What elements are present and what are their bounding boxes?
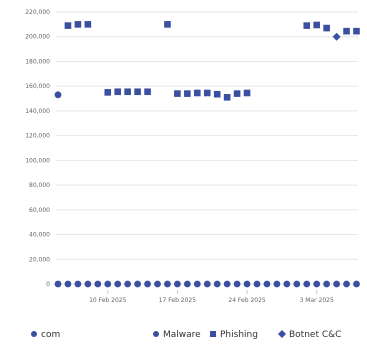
point-malware	[193, 280, 201, 288]
point-phishing	[343, 27, 350, 35]
point-phishing	[223, 94, 231, 101]
point-phishing	[84, 21, 92, 28]
point-malware	[313, 280, 321, 288]
point-malware	[203, 280, 211, 288]
point-malware	[243, 280, 251, 288]
legend-item-phishing[interactable]: Phishing	[210, 330, 258, 340]
y-tick-label: 220,000	[25, 9, 50, 16]
point-phishing	[323, 24, 330, 32]
legend-label-malware: Malware	[163, 330, 201, 340]
point-phishing	[213, 90, 221, 98]
point-phishing	[174, 90, 181, 97]
point-phishing	[114, 88, 121, 96]
y-tick-label: 40,000	[29, 232, 50, 239]
y-tick-label: 160,000	[25, 83, 50, 90]
point-malware	[94, 280, 102, 288]
point-phishing	[64, 22, 72, 29]
point-phishing	[104, 89, 112, 96]
point-malware	[333, 280, 340, 288]
point-malware	[273, 280, 281, 288]
data-marks	[54, 21, 360, 288]
point-malware	[233, 280, 241, 288]
y-tick-label: 140,000	[25, 108, 50, 115]
point-phishing	[203, 89, 211, 97]
legend-marker-malware	[153, 331, 159, 337]
x-tick-label: 24 Feb 2025	[228, 297, 266, 304]
point-phishing	[144, 88, 151, 96]
y-tick-label: 60,000	[29, 207, 50, 214]
point-malware	[124, 280, 132, 288]
legend-marker-com	[31, 331, 37, 337]
point-malware	[154, 280, 161, 288]
point-phishing	[124, 88, 131, 96]
point-malware	[164, 280, 171, 288]
point-malware	[213, 280, 221, 288]
point-malware	[183, 280, 191, 288]
x-tick-label: 10 Feb 2025	[89, 297, 127, 304]
y-axis-ticks: 220,000 200,000 180,000 160,000 140,000 120,0…	[25, 9, 50, 288]
point-phishing	[134, 88, 141, 96]
point-com	[54, 91, 62, 99]
legend-item-com[interactable]: com	[31, 330, 60, 340]
legend-marker-phishing	[210, 331, 216, 337]
point-malware	[104, 280, 112, 288]
point-phishing	[194, 89, 201, 97]
point-malware	[74, 280, 82, 288]
point-phishing	[74, 21, 82, 28]
point-malware	[263, 280, 271, 288]
point-malware	[54, 280, 62, 288]
point-malware	[353, 280, 360, 288]
point-malware	[223, 280, 231, 288]
point-phishing	[353, 27, 360, 35]
point-botnet-c-c	[332, 32, 341, 41]
point-malware	[64, 280, 72, 288]
point-phishing	[233, 90, 241, 97]
point-malware	[144, 280, 151, 288]
point-phishing	[313, 21, 320, 29]
x-tick-label: 3 Mar 2025	[300, 297, 334, 304]
point-malware	[253, 280, 261, 288]
point-phishing	[303, 22, 311, 29]
point-phishing	[243, 89, 251, 97]
legend-item-malware[interactable]: Malware	[153, 330, 201, 340]
y-tick-label: 120,000	[25, 133, 50, 140]
point-phishing	[184, 90, 191, 97]
point-malware	[303, 280, 311, 288]
y-tick-label: 80,000	[29, 182, 50, 189]
legend-item-botnet-c-c[interactable]: Botnet C&C	[278, 330, 341, 340]
point-malware	[283, 280, 291, 288]
y-tick-label: 20,000	[29, 256, 50, 263]
legend-label-phishing: Phishing	[220, 330, 258, 340]
point-malware	[134, 280, 142, 288]
gridlines	[56, 11, 358, 285]
x-tick-label: 17 Feb 2025	[159, 297, 197, 304]
legend: com Malware Phishing Botnet C&C	[31, 330, 341, 340]
x-axis-ticks: 10 Feb 2025 17 Feb 2025 24 Feb 2025 3 Mar 2…	[89, 290, 334, 304]
legend-marker-botnet-c-c	[278, 330, 286, 338]
legend-label-com: com	[41, 330, 60, 340]
point-malware	[293, 280, 301, 288]
legend-label-botnet-c-c: Botnet C&C	[289, 330, 341, 340]
y-tick-label: 100,000	[25, 157, 50, 164]
y-tick-label: 0	[46, 281, 50, 288]
point-malware	[84, 280, 92, 288]
y-tick-label: 180,000	[25, 58, 50, 65]
point-malware	[174, 280, 181, 288]
point-phishing	[164, 21, 171, 28]
point-malware	[323, 280, 331, 288]
point-malware	[343, 280, 350, 288]
point-malware	[114, 280, 122, 288]
y-tick-label: 200,000	[25, 34, 50, 41]
